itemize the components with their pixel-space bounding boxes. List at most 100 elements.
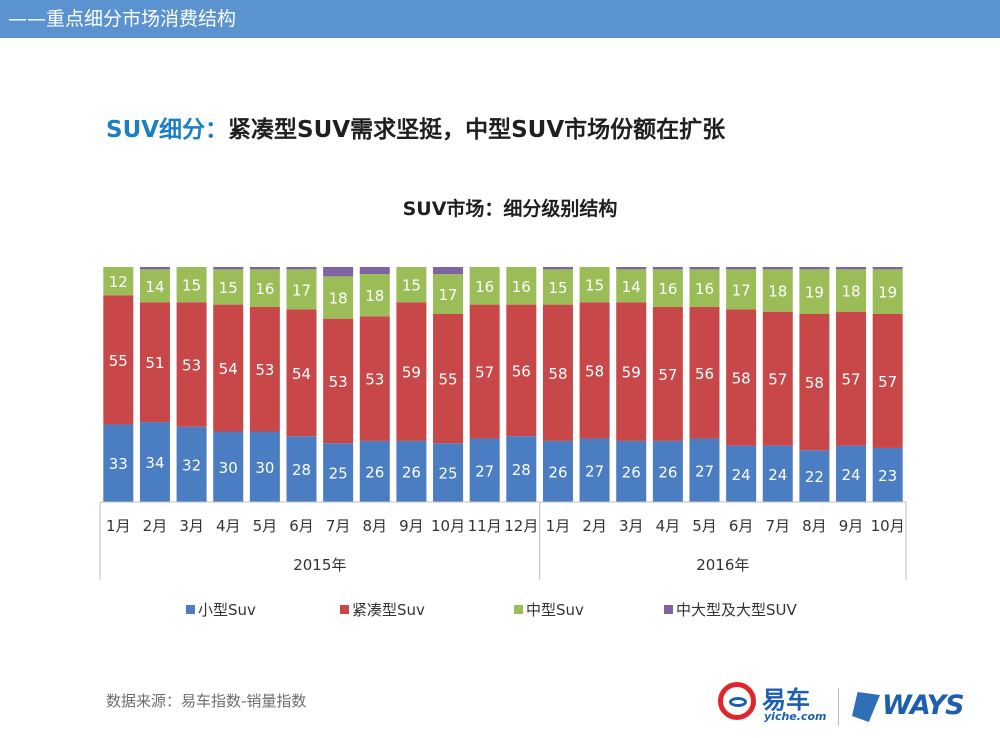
bar-segment-2: [872, 314, 903, 448]
bar-segment-4: [689, 267, 720, 270]
data-label: 23: [878, 467, 897, 485]
data-label: 30: [255, 459, 274, 477]
data-label: 12: [109, 273, 128, 291]
x-tick-label: 10月: [431, 517, 465, 535]
data-label: 55: [438, 371, 457, 389]
data-label: 17: [292, 281, 311, 299]
data-label: 53: [255, 361, 274, 379]
data-label: 56: [512, 362, 531, 380]
section-title: ——重点细分市场消费结构: [8, 8, 237, 30]
data-label: 18: [329, 290, 348, 308]
bar-segment-1: [213, 431, 244, 502]
bar-segment-4: [542, 267, 573, 270]
data-label: 58: [548, 365, 567, 383]
bar-segment-2: [836, 311, 867, 446]
bar-segment-4: [286, 267, 317, 270]
bar-segment-4: [359, 267, 390, 275]
x-tick-label: 3月: [619, 517, 644, 535]
bar-segment-4: [616, 267, 647, 270]
ways-logo-text: WAYS: [882, 690, 965, 721]
bar-segment-2: [542, 304, 573, 441]
bar-segment-1: [726, 445, 757, 502]
bar-segment-1: [176, 426, 207, 502]
bar-segment-1: [542, 440, 573, 502]
x-tick-label: 6月: [289, 517, 314, 535]
bar-segment-3: [323, 276, 354, 319]
bar-segment-4: [799, 267, 830, 270]
legend-label: 小型Suv: [198, 601, 256, 619]
bar-segment-1: [506, 436, 537, 502]
bar-segment-3: [139, 269, 170, 303]
bar-segment-1: [359, 440, 390, 502]
data-label: 25: [329, 465, 348, 483]
bar-segment-3: [433, 274, 464, 314]
data-label: 53: [182, 357, 201, 375]
bar-segment-2: [579, 302, 610, 439]
legend-swatch: [514, 605, 523, 614]
data-label: 58: [585, 362, 604, 380]
x-tick-label: 7月: [326, 517, 351, 535]
legend-label: 中型Suv: [526, 601, 584, 619]
legend-swatch: [340, 605, 349, 614]
x-tick-label: 9月: [399, 517, 424, 535]
data-label: 24: [768, 466, 787, 484]
bar-segment-2: [286, 309, 317, 437]
data-label: 22: [805, 468, 824, 486]
bar-segment-3: [286, 269, 317, 310]
data-label: 58: [732, 369, 751, 387]
x-tick-label: 4月: [656, 517, 681, 535]
data-label: 54: [219, 360, 238, 378]
bar-segment-3: [396, 267, 427, 303]
data-label: 24: [841, 466, 860, 484]
data-label: 18: [841, 283, 860, 301]
data-label: 53: [329, 373, 348, 391]
data-label: 15: [182, 277, 201, 295]
x-tick-label: 7月: [765, 517, 790, 535]
data-label: 17: [732, 281, 751, 299]
bar-segment-2: [396, 302, 427, 441]
bar-segment-1: [762, 445, 793, 502]
data-label: 14: [622, 278, 641, 296]
bar-segment-2: [799, 314, 830, 451]
bar-segment-3: [616, 269, 647, 303]
data-label: 18: [768, 283, 787, 301]
data-label: 15: [548, 279, 567, 297]
section-header-bar: ——重点细分市场消费结构: [0, 0, 1000, 38]
bar-segment-2: [103, 295, 134, 425]
data-label: 15: [402, 277, 421, 295]
bar-segment-1: [433, 443, 464, 502]
bar-segment-3: [249, 269, 280, 307]
x-tick-label: 10月: [871, 517, 905, 535]
data-label: 34: [145, 454, 164, 472]
data-label: 57: [841, 371, 860, 389]
data-label: 51: [145, 354, 164, 372]
x-tick-label: 6月: [729, 517, 754, 535]
bar-segment-4: [762, 267, 793, 270]
chart-title: SUV市场：细分级别结构: [403, 197, 618, 220]
bar-segment-4: [652, 267, 683, 270]
data-label: 27: [475, 462, 494, 480]
data-label: 25: [438, 465, 457, 483]
data-label: 16: [512, 278, 531, 296]
bar-segment-3: [213, 269, 244, 305]
data-label: 14: [145, 278, 164, 296]
bar-segment-2: [323, 318, 354, 444]
stacked-bar-chart: SUV市场：细分级别结构 33 55 12 34 51 14 32 53 15 30 54 15 30 53…: [99, 197, 907, 619]
data-label: 26: [658, 463, 677, 481]
data-label: 27: [695, 462, 714, 480]
x-tick-label: 5月: [253, 517, 278, 535]
bar-segment-1: [652, 440, 683, 502]
x-tick-label: 9月: [839, 517, 864, 535]
bar-segment-2: [726, 309, 757, 446]
bar-segment-3: [762, 269, 793, 312]
x-tick-label: 5月: [692, 517, 717, 535]
bar-segment-4: [323, 267, 354, 277]
data-label: 15: [585, 277, 604, 295]
slide-headline: SUV细分：紧凑型SUV需求坚挺，中型SUV市场份额在扩张: [106, 110, 725, 144]
bar-segment-1: [103, 424, 134, 502]
bar-segment-2: [616, 302, 647, 441]
data-label: 55: [109, 352, 128, 370]
data-label: 57: [878, 373, 897, 391]
data-label: 57: [768, 371, 787, 389]
logo-divider: [838, 688, 839, 726]
